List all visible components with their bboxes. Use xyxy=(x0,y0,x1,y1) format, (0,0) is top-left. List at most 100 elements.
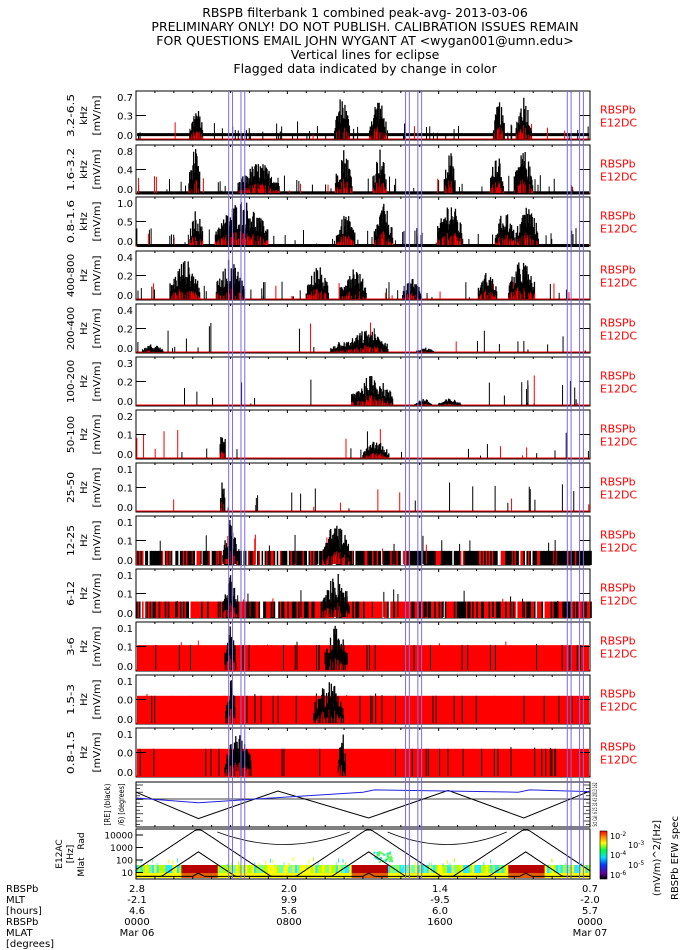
data-stripe xyxy=(255,601,258,618)
spec-cell xyxy=(440,873,443,878)
data-stripe xyxy=(137,550,140,565)
data-stripe xyxy=(443,550,446,565)
spec-cell xyxy=(215,873,219,878)
data-stripe xyxy=(417,601,420,618)
y-tick-label: 0.0 xyxy=(117,185,133,196)
spec-cell xyxy=(365,873,368,878)
data-stripe xyxy=(313,601,315,618)
spec-cell xyxy=(376,865,380,873)
data-stripe xyxy=(216,601,219,618)
colorbar-tick-label: 10-3 xyxy=(628,840,644,850)
spec-cell xyxy=(195,865,198,873)
spec-cell xyxy=(281,865,284,873)
spec-cell xyxy=(399,865,402,873)
spec-cell xyxy=(299,865,303,873)
data-stripe xyxy=(249,550,252,565)
data-stripe xyxy=(241,601,244,618)
panel-channel-label: E12DC xyxy=(600,489,637,502)
data-stripe xyxy=(170,550,173,565)
data-stripe xyxy=(139,550,141,565)
data-stripe xyxy=(434,601,436,618)
spec-cell xyxy=(490,859,492,864)
spec-cell xyxy=(283,862,285,867)
spec-cell xyxy=(306,864,308,869)
data-stripe xyxy=(176,601,179,618)
spec-cell xyxy=(176,873,180,878)
spec-cell xyxy=(508,865,511,873)
data-stripe xyxy=(576,550,579,565)
y-tick-label: 0.2 xyxy=(117,325,133,336)
data-stripe xyxy=(297,601,300,618)
data-stripe xyxy=(506,550,509,565)
spec-cell xyxy=(235,865,239,873)
data-stripe xyxy=(267,601,270,618)
data-stripe xyxy=(544,601,547,618)
eph-value: 0000 xyxy=(124,917,150,928)
data-stripe xyxy=(373,550,376,565)
data-stripe xyxy=(185,550,188,565)
data-stripe xyxy=(303,550,306,565)
spec-cell xyxy=(136,873,139,878)
data-stripe xyxy=(195,601,197,618)
panel-ylabel: [mV/m] xyxy=(92,679,103,719)
spec-cell xyxy=(390,873,393,878)
data-stripe xyxy=(447,550,450,565)
y-tick-label: 0.0 xyxy=(117,715,133,726)
data-stripe xyxy=(285,601,288,618)
spec-cell xyxy=(496,865,500,873)
spec-cell xyxy=(333,873,337,878)
spec-cell xyxy=(181,865,185,873)
data-stripe xyxy=(244,550,247,565)
panel-channel-label: E12DC xyxy=(600,117,637,130)
data-stripe xyxy=(281,601,284,618)
spec-cell xyxy=(474,873,477,878)
spec-cell xyxy=(515,865,518,873)
data-stripe xyxy=(556,550,559,565)
data-stripe xyxy=(418,601,421,618)
spec-cell xyxy=(244,873,248,878)
spec-cell xyxy=(453,858,455,863)
data-stripe xyxy=(349,601,352,618)
spec-cell xyxy=(147,873,151,878)
spec-cell xyxy=(542,873,545,878)
panel-ylabel: [mV/m] xyxy=(92,467,103,507)
data-stripe xyxy=(476,601,479,618)
panel-band-label: 3.2-6.5 xyxy=(66,94,77,137)
eph-value: 2.8 xyxy=(129,884,145,895)
spec-cell xyxy=(410,865,414,873)
spec-cell xyxy=(240,865,244,873)
data-stripe xyxy=(552,550,554,565)
spec-cell xyxy=(317,865,321,873)
spec-cell xyxy=(204,865,207,873)
title-line-2: PRELIMINARY ONLY! DO NOT PUBLISH. CALIBR… xyxy=(151,19,579,34)
spec-cell xyxy=(206,873,210,878)
spec-cell xyxy=(528,865,532,873)
spec-cell xyxy=(294,873,298,878)
data-stripe xyxy=(499,550,502,565)
y-tick-label: 1.0 xyxy=(117,199,133,210)
data-stripe xyxy=(143,550,146,565)
spec-cell xyxy=(181,873,185,878)
y-tick-label: 0.1 xyxy=(117,677,133,688)
data-stripe xyxy=(187,601,190,618)
data-stripe xyxy=(406,550,409,565)
data-stripe xyxy=(471,550,474,565)
spec-cell xyxy=(281,873,284,878)
spec-cell xyxy=(142,865,146,873)
data-stripe xyxy=(152,550,155,565)
spec-cell xyxy=(149,873,153,878)
spec-cell xyxy=(363,865,366,873)
data-stripe xyxy=(409,550,412,565)
data-stripe xyxy=(294,601,297,618)
data-stripe xyxy=(175,550,178,565)
panel-unit-label: Hz xyxy=(79,322,90,335)
eph-value: Mar 07 xyxy=(572,928,608,939)
spec-cell xyxy=(587,873,591,878)
data-stripe xyxy=(379,550,382,565)
spec-cell xyxy=(576,865,580,873)
data-stripe xyxy=(257,550,259,565)
data-stripe xyxy=(302,550,305,565)
spec-cell xyxy=(567,873,570,878)
spec-cell xyxy=(467,865,471,873)
data-stripe xyxy=(512,550,515,565)
